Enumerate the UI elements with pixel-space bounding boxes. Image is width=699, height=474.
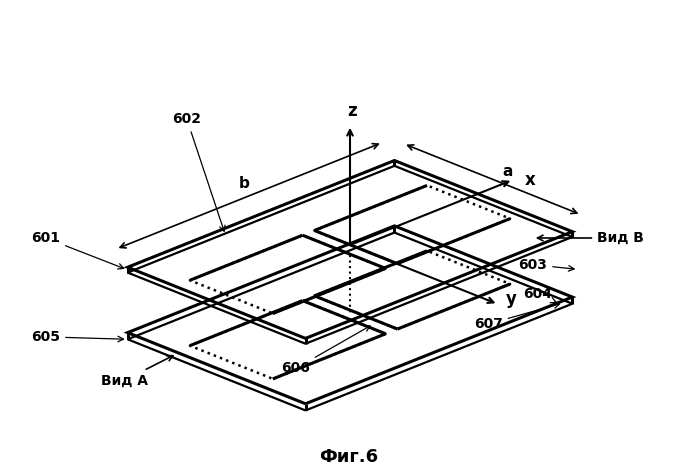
Text: a: a — [502, 164, 512, 179]
Text: 606: 606 — [281, 326, 370, 375]
Text: 602: 602 — [173, 112, 225, 231]
Text: x: x — [525, 171, 535, 189]
Text: 603: 603 — [519, 258, 574, 272]
Text: b: b — [239, 176, 250, 191]
Text: 601: 601 — [31, 231, 124, 269]
Text: z: z — [347, 102, 356, 120]
Text: Вид B: Вид B — [538, 231, 644, 245]
Text: 604: 604 — [524, 287, 556, 303]
Text: Вид A: Вид A — [101, 356, 173, 387]
Text: y: y — [506, 291, 517, 309]
Text: 605: 605 — [31, 330, 124, 344]
Text: 607: 607 — [474, 303, 559, 331]
Text: Фиг.6: Фиг.6 — [319, 448, 379, 466]
